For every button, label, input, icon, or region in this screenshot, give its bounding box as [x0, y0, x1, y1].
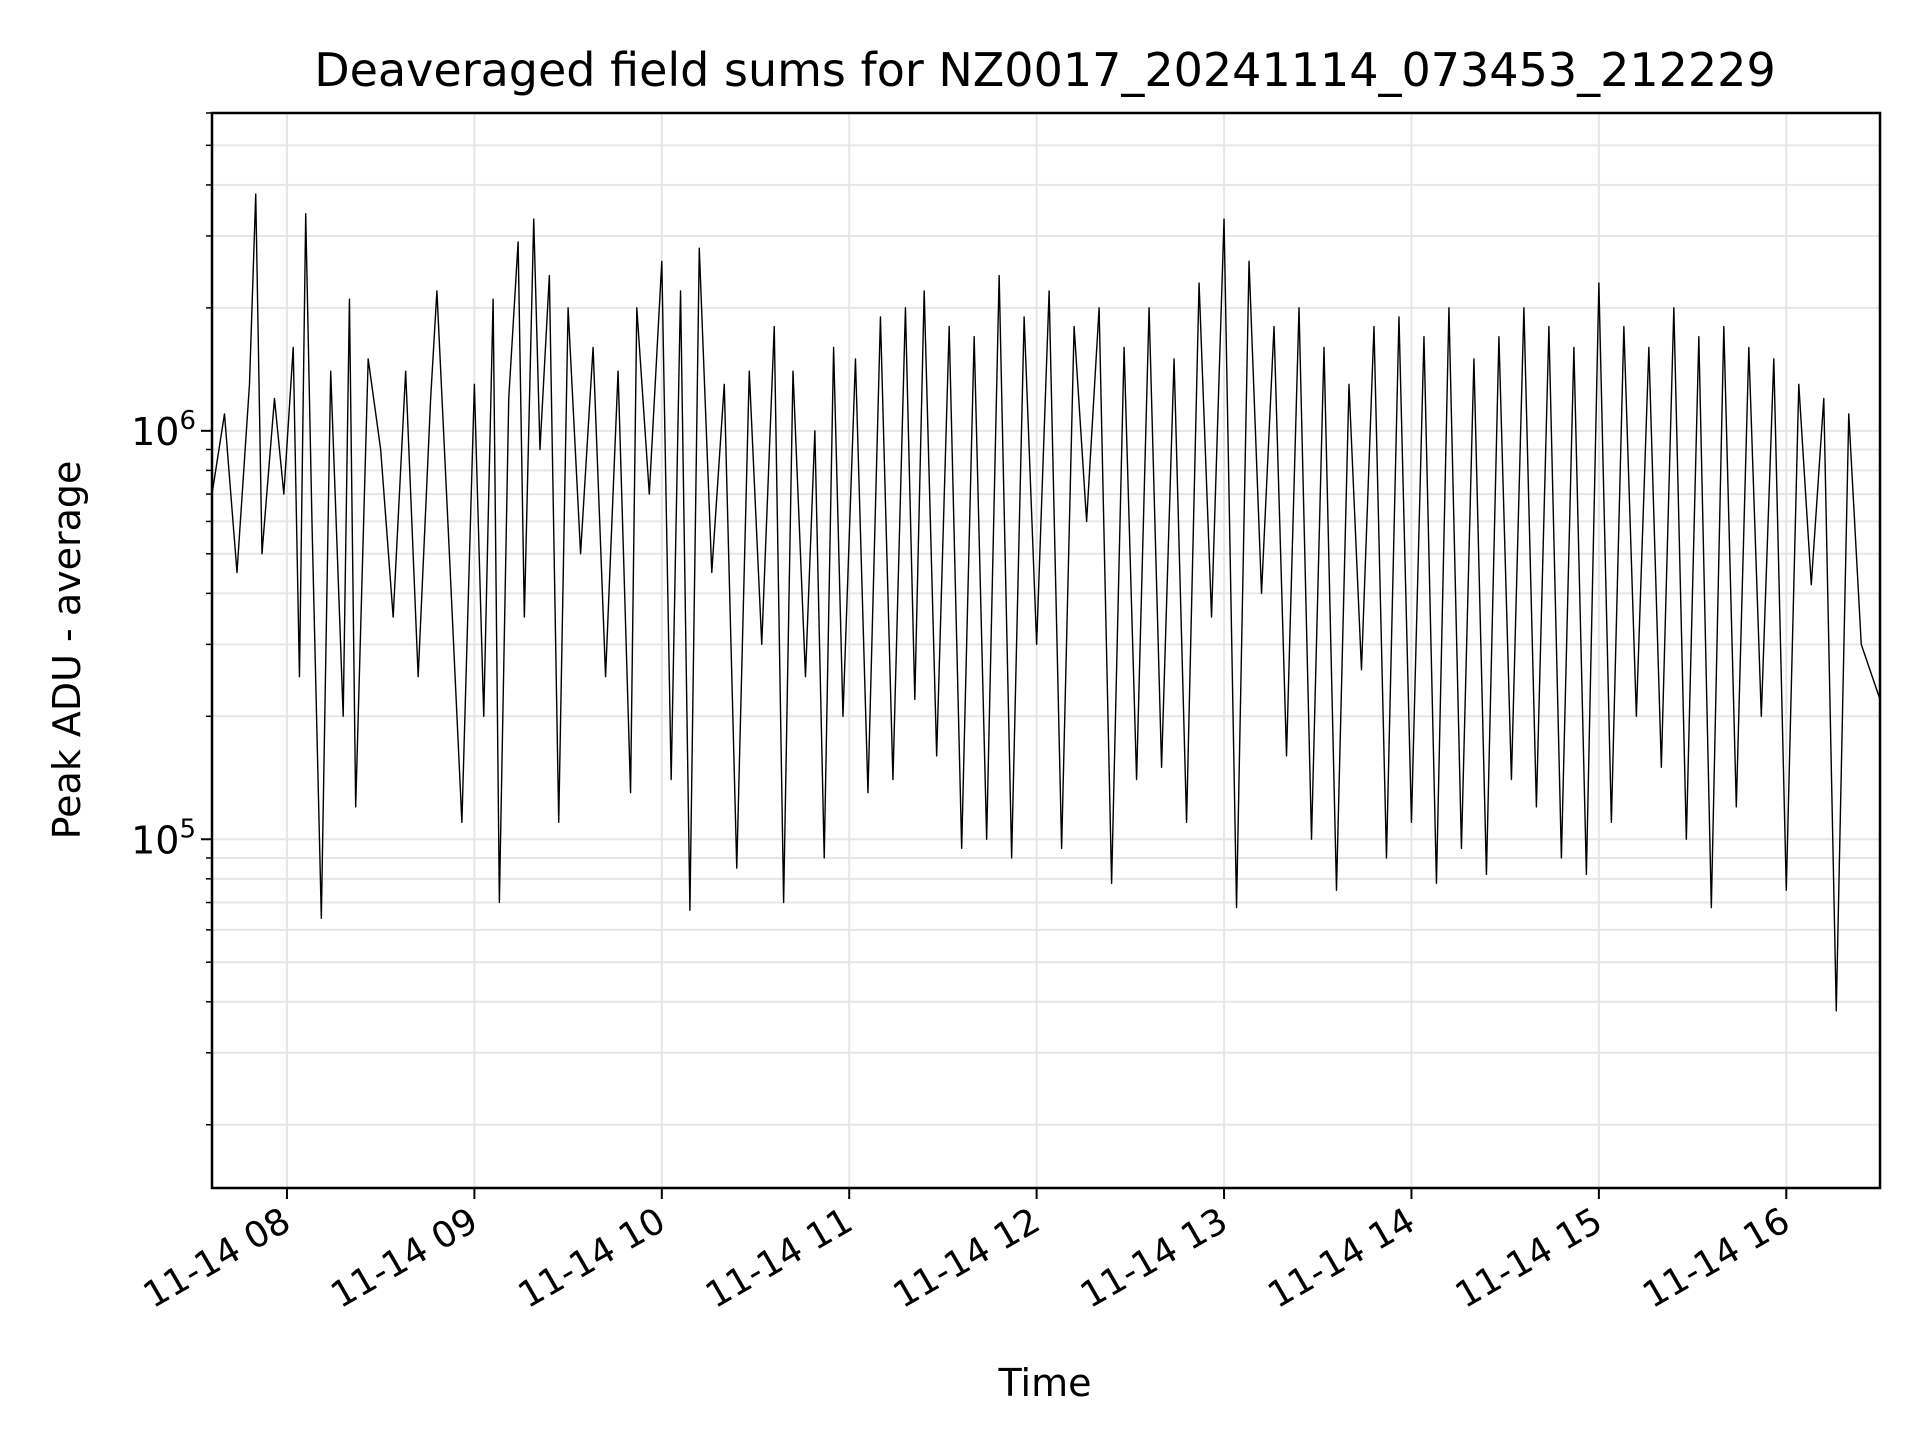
plot-frame — [210, 111, 1882, 1190]
plot-area — [211, 193, 1881, 1012]
y-axis: 105 106 — [131, 112, 212, 1126]
y-tick-label: 105 — [131, 814, 196, 862]
grid — [212, 112, 1880, 1188]
chart-title: Deaveraged field sums for NZ0017_2024111… — [314, 43, 1775, 97]
y-tick-label: 106 — [131, 406, 196, 454]
y-axis-label: Peak ADU - average — [45, 461, 89, 840]
series-line — [211, 193, 1881, 1012]
x-axis-label: Time — [998, 1361, 1092, 1405]
